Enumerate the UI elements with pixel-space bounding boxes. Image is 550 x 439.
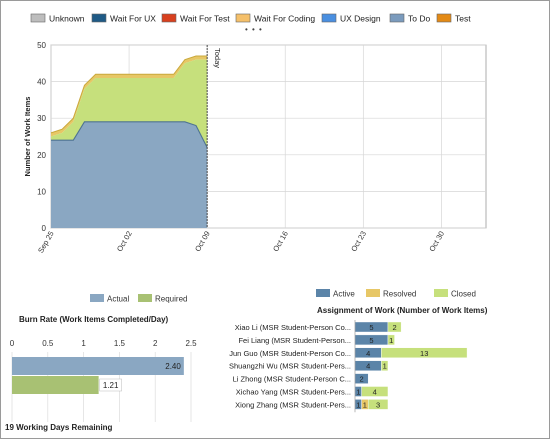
today-label: Today <box>213 48 222 68</box>
burn-tick-label: 0.5 <box>42 339 54 348</box>
assign-bar-label: 4 <box>366 349 370 358</box>
burndown-chart: Unknown Wait For UX Wait For Test Wait For … <box>23 13 487 255</box>
burn-bar-label-box <box>99 378 122 392</box>
assign-bar-label: 2 <box>392 323 396 332</box>
y-tick-label: 30 <box>37 114 46 123</box>
assign-legend-label-resolved: Resolved <box>383 290 416 299</box>
burn-legend-label-required: Required <box>155 295 187 304</box>
burn-rate-title: Burn Rate (Work Items Completed/Day) <box>19 315 169 324</box>
assign-bar-label: 1 <box>383 362 387 371</box>
legend-swatch-5 <box>389 13 405 23</box>
burn-bar-actual <box>12 357 184 375</box>
assign-bar-closed <box>381 360 389 371</box>
assign-bar-label: 13 <box>420 349 428 358</box>
assign-bar-closed <box>387 321 402 333</box>
x-tick-label: Oct 23 <box>349 230 368 254</box>
assign-bar-label: 1 <box>356 388 360 397</box>
assign-legend-swatch-closed <box>434 289 448 297</box>
legend-label-4: UX Design <box>340 14 381 24</box>
x-tick-label: Oct 02 <box>115 230 134 254</box>
x-tick-label: Oct 30 <box>427 230 446 254</box>
assign-bar-label: 1 <box>363 400 367 409</box>
burn-tick-label: 2.5 <box>185 339 197 348</box>
y-tick-label: 40 <box>37 78 46 87</box>
burn-bar-required <box>12 376 99 394</box>
assign-bar-label: 4 <box>366 362 370 371</box>
assign-bar-closed <box>387 334 395 346</box>
burn-legend-label-actual: Actual <box>107 295 129 304</box>
area-resolved <box>51 55 208 137</box>
assign-bar-label: 2 <box>360 375 364 384</box>
y-tick-label: 0 <box>42 224 47 233</box>
assign-legend-label-active: Active <box>333 290 355 299</box>
y-tick-label: 10 <box>37 187 46 196</box>
y-tick-label: 50 <box>37 41 46 50</box>
legend-label-0: Unknown <box>49 14 85 24</box>
assignment-title: Assignment of Work (Number of Work Items… <box>317 306 488 315</box>
burn-bar-label-actual: 2.40 <box>165 362 181 371</box>
assign-bar-label: 5 <box>369 323 373 332</box>
assign-bar-label: 5 <box>369 336 373 345</box>
burn-legend-swatch-actual <box>90 294 104 302</box>
assign-category-label: Shuangzhi Wu (MSR Student-Pers... <box>229 362 351 371</box>
area-closed <box>51 59 208 148</box>
assign-bar-closed <box>381 347 468 359</box>
assign-bar-label: 3 <box>376 400 380 409</box>
assign-legend-swatch-active <box>316 289 330 297</box>
x-tick-label: Sep 25 <box>36 230 56 255</box>
assignment-chart: Active Resolved Closed Xiao Li (MSR Student… <box>229 289 476 413</box>
assign-category-label: Xichao Yang (MSR Student-Pers... <box>236 388 351 397</box>
legend-label-5: To Do <box>408 14 430 24</box>
assign-category-label: Li Zhong (MSR Student-Person C... <box>233 375 351 384</box>
legend-swatch-0 <box>30 13 46 23</box>
legend-swatch-2 <box>161 13 177 23</box>
assign-legend-swatch-resolved <box>366 289 380 297</box>
burn-tick-label: 1.5 <box>114 339 126 348</box>
burn-bar-label-required: 1.21 <box>103 381 119 390</box>
legend-swatch-1 <box>91 13 107 23</box>
assign-bar-label: 1 <box>356 400 360 409</box>
legend-label-2: Wait For Test <box>180 14 230 24</box>
burn-legend-swatch-required <box>138 294 152 302</box>
legend-swatch-6 <box>436 13 452 23</box>
assign-bar-label: 1 <box>389 336 393 345</box>
legend-swatch-4 <box>321 13 337 23</box>
assign-bar-closed <box>361 386 389 397</box>
burn-tick-label: 2 <box>153 339 158 348</box>
burn-rate-chart: Actual Required 0 0.5 1 1.5 2 2.5 2.40 1.21 <box>10 294 197 422</box>
assign-category-label: Xiao Li (MSR Student-Person Co... <box>235 323 351 332</box>
x-tick-label: Oct 09 <box>193 230 212 254</box>
assign-bar-closed <box>367 399 389 410</box>
x-tick-label: Oct 16 <box>271 230 290 254</box>
assign-category-label: Xiong Zhang (MSR Student-Pers... <box>235 400 351 409</box>
assign-bar-label: 4 <box>373 388 377 397</box>
y-axis-title: Number of Work Items <box>23 97 32 177</box>
line-todo <box>51 121 208 148</box>
working-days-remaining: 19 Working Days Remaining <box>5 423 113 432</box>
legend-swatch-3 <box>235 13 251 23</box>
legend-label-1: Wait For UX <box>110 14 156 24</box>
area-todo <box>51 121 208 228</box>
y-tick-label: 20 <box>37 151 46 160</box>
line-resolved <box>50 55 208 134</box>
burn-tick-label: 0 <box>10 339 15 348</box>
burn-tick-label: 1 <box>81 339 86 348</box>
assign-category-label: Fei Liang (MSR Student-Person... <box>238 336 351 345</box>
assign-legend-label-closed: Closed <box>451 290 476 299</box>
legend-more-icon: • • • <box>245 25 263 34</box>
assign-category-label: Jun Guo (MSR Student-Person Co... <box>229 349 351 358</box>
legend-label-6: Test <box>455 14 471 24</box>
legend-label-3: Wait For Coding <box>254 14 315 24</box>
